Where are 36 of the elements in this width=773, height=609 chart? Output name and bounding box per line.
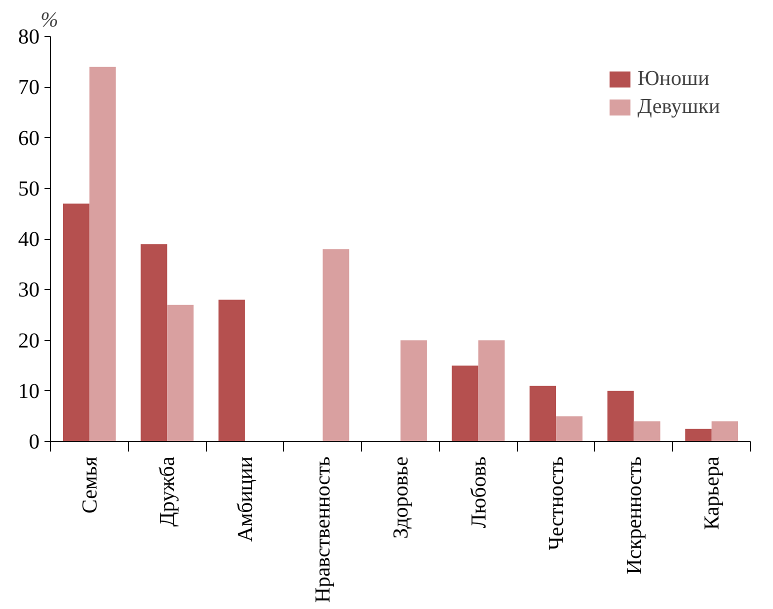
bar — [556, 416, 582, 442]
y-tick-label: 70 — [18, 75, 40, 100]
y-tick-label: 60 — [18, 126, 40, 150]
bar — [322, 249, 350, 442]
legend-label: Девушки — [638, 94, 720, 119]
x-tick-label: Амбиции — [232, 456, 257, 542]
bar — [634, 421, 660, 442]
bar — [530, 386, 556, 442]
x-tick-label: Нравственность — [310, 456, 335, 603]
y-tick-label: 10 — [18, 378, 40, 403]
x-tick-label: Карьера — [700, 456, 724, 530]
y-tick-label: 40 — [18, 227, 40, 251]
y-tick-label: 80 — [18, 24, 40, 48]
bar — [218, 300, 245, 442]
legend-label: Юноши — [638, 66, 710, 91]
bar — [478, 340, 505, 442]
x-tick-label: Искренность — [622, 456, 646, 574]
bar — [89, 66, 116, 442]
bar — [400, 340, 427, 442]
x-tick-label: Честность — [544, 456, 568, 550]
y-tick-label: 20 — [18, 328, 40, 352]
bar — [607, 390, 634, 442]
x-tick-label: Семья — [77, 456, 102, 514]
bar — [167, 304, 194, 442]
x-tick-label: Здоровье — [388, 456, 412, 539]
x-tick-label: Любовь — [466, 456, 490, 528]
y-axis-title: % — [40, 8, 58, 32]
bar — [140, 244, 168, 442]
bar — [452, 366, 478, 442]
x-tick-label: Дружба — [155, 456, 180, 527]
y-tick-label: 30 — [18, 278, 40, 302]
bar — [62, 204, 90, 442]
bar — [685, 428, 712, 442]
y-tick-label: 0 — [28, 430, 40, 454]
bar — [712, 421, 738, 442]
y-tick-label: 50 — [18, 176, 40, 200]
